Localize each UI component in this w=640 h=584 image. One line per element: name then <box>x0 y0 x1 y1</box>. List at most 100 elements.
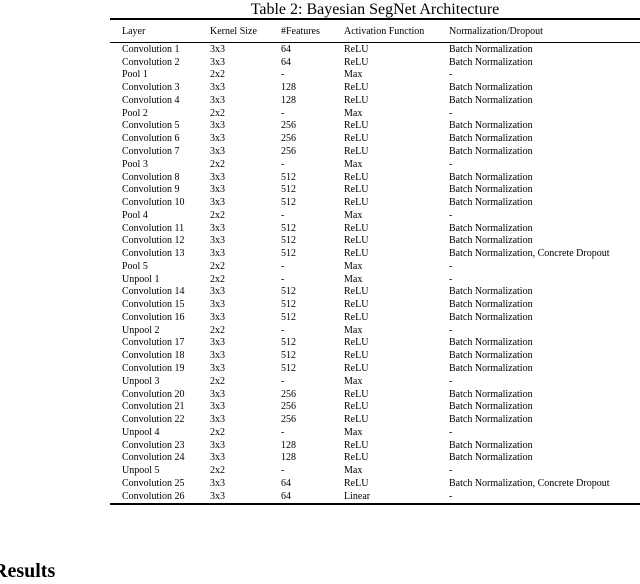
cell-normalization-dropout: Batch Normalization <box>449 146 533 157</box>
cell-kernel-size: 3x3 <box>210 56 225 68</box>
cell-layer: Convolution 22 <box>122 414 185 426</box>
cell-activation-function: ReLU <box>344 337 369 349</box>
table-header-rule <box>110 42 640 43</box>
table-row: Unpool 2 2x2 - Max - <box>110 324 640 337</box>
cell-activation-function: ReLU <box>344 299 369 311</box>
table-row: Convolution 22 3x3 256 ReLU Batch Normal… <box>110 413 640 426</box>
cell-normalization-dropout: Batch Normalization <box>449 439 533 451</box>
cell-normalization-dropout: - <box>449 158 453 170</box>
cell-kernel-size: 3x3 <box>210 235 225 247</box>
table-row: Unpool 4 2x2 - Max - <box>110 426 640 439</box>
cell-kernel-size: 3x3 <box>210 477 225 489</box>
cell-normalization-dropout: Batch Normalization <box>449 337 533 349</box>
table-row: Convolution 14 3x3 512 ReLU Batch Normal… <box>110 286 640 299</box>
cell-activation-function: ReLU <box>344 94 369 106</box>
cell-kernel-size: 3x3 <box>210 363 225 375</box>
table-row: Convolution 6 3x3 256 ReLU Batch Normali… <box>110 132 640 145</box>
cell-kernel-size: 2x2 <box>210 107 225 119</box>
cell-normalization-dropout: - <box>449 260 453 272</box>
cell-kernel-size: 3x3 <box>210 286 225 298</box>
table-row: Convolution 12 3x3 512 ReLU Batch Normal… <box>110 234 640 247</box>
table-row: Convolution 19 3x3 512 ReLU Batch Normal… <box>110 362 640 375</box>
cell-activation-function: ReLU <box>344 222 369 234</box>
architecture-table: Layer Kernel Size #Features Activation F… <box>110 18 640 505</box>
cell-features: 512 <box>281 363 296 375</box>
cell-normalization-dropout: Batch Normalization <box>449 311 533 323</box>
cell-features: 512 <box>281 171 296 183</box>
cell-features: 512 <box>281 235 296 247</box>
table-row: Convolution 8 3x3 512 ReLU Batch Normali… <box>110 171 640 184</box>
table-row: Convolution 11 3x3 512 ReLU Batch Normal… <box>110 222 640 235</box>
cell-normalization-dropout: - <box>449 273 453 285</box>
cell-features: - <box>281 465 285 477</box>
cell-kernel-size: 2x2 <box>210 375 225 387</box>
cell-activation-function: ReLU <box>344 56 369 68</box>
column-header-kernel-size: Kernel Size <box>210 25 257 37</box>
cell-normalization-dropout: Batch Normalization <box>449 350 533 362</box>
cell-layer: Convolution 23 <box>122 439 185 451</box>
table-row: Pool 5 2x2 - Max - <box>110 260 640 273</box>
cell-kernel-size: 3x3 <box>210 401 225 413</box>
cell-activation-function: ReLU <box>344 401 369 413</box>
cell-kernel-size: 3x3 <box>210 388 225 400</box>
cell-normalization-dropout: Batch Normalization <box>449 299 533 311</box>
cell-activation-function: ReLU <box>344 439 369 451</box>
cell-activation-function: ReLU <box>344 248 369 260</box>
table-row: Convolution 9 3x3 512 ReLU Batch Normali… <box>110 183 640 196</box>
cell-activation-function: Max <box>344 426 363 438</box>
cell-activation-function: ReLU <box>344 184 369 196</box>
table-row: Convolution 10 3x3 512 ReLU Batch Normal… <box>110 196 640 209</box>
table-row: Convolution 4 3x3 128 ReLU Batch Normali… <box>110 94 640 107</box>
cell-kernel-size: 3x3 <box>210 337 225 349</box>
cell-kernel-size: 3x3 <box>210 171 225 183</box>
cell-activation-function: Max <box>344 260 363 272</box>
cell-kernel-size: 2x2 <box>210 324 225 336</box>
cell-kernel-size: 3x3 <box>210 490 225 502</box>
cell-features: - <box>281 324 285 336</box>
cell-features: - <box>281 209 285 221</box>
table-row: Convolution 15 3x3 512 ReLU Batch Normal… <box>110 298 640 311</box>
cell-activation-function: ReLU <box>344 286 369 298</box>
cell-features: 256 <box>281 414 296 426</box>
cell-features: 256 <box>281 133 296 145</box>
table-row: Convolution 24 3x3 128 ReLU Batch Normal… <box>110 452 640 465</box>
table-row: Convolution 13 3x3 512 ReLU Batch Normal… <box>110 247 640 260</box>
cell-kernel-size: 3x3 <box>210 222 225 234</box>
cell-normalization-dropout: Batch Normalization <box>449 56 533 68</box>
cell-layer: Pool 5 <box>122 260 148 272</box>
cell-normalization-dropout: Batch Normalization <box>449 184 533 196</box>
cell-activation-function: Max <box>344 375 363 387</box>
cell-features: - <box>281 273 285 285</box>
cell-activation-function: Max <box>344 69 363 81</box>
table-top-rule <box>110 18 640 20</box>
cell-activation-function: ReLU <box>344 120 369 132</box>
cell-features: 64 <box>281 56 291 68</box>
table-row: Convolution 7 3x3 256 ReLU Batch Normali… <box>110 145 640 158</box>
cell-layer: Convolution 7 <box>122 146 180 157</box>
column-header-normalization-dropout: Normalization/Dropout <box>449 25 543 37</box>
cell-kernel-size: 3x3 <box>210 82 225 94</box>
table-row: Unpool 5 2x2 - Max - <box>110 464 640 477</box>
cell-normalization-dropout: Batch Normalization <box>449 286 533 298</box>
column-header-features: #Features <box>281 25 320 37</box>
cell-layer: Unpool 1 <box>122 273 160 285</box>
cell-features: 128 <box>281 94 296 106</box>
section-heading-results: Results <box>0 560 56 582</box>
cell-normalization-dropout: - <box>449 324 453 336</box>
table-row: Pool 1 2x2 - Max - <box>110 69 640 82</box>
table-body: Convolution 1 3x3 64 ReLU Batch Normaliz… <box>110 43 640 503</box>
cell-activation-function: Linear <box>344 490 371 502</box>
cell-layer: Convolution 18 <box>122 350 185 362</box>
cell-layer: Pool 4 <box>122 209 148 221</box>
cell-layer: Convolution 12 <box>122 235 185 247</box>
cell-layer: Convolution 15 <box>122 299 185 311</box>
cell-features: 512 <box>281 350 296 362</box>
cell-normalization-dropout: Batch Normalization <box>449 94 533 106</box>
cell-kernel-size: 3x3 <box>210 120 225 132</box>
cell-features: 64 <box>281 490 291 502</box>
cell-kernel-size: 3x3 <box>210 43 225 55</box>
table-row: Pool 2 2x2 - Max - <box>110 107 640 120</box>
cell-activation-function: ReLU <box>344 171 369 183</box>
cell-kernel-size: 2x2 <box>210 260 225 272</box>
cell-normalization-dropout: - <box>449 465 453 477</box>
